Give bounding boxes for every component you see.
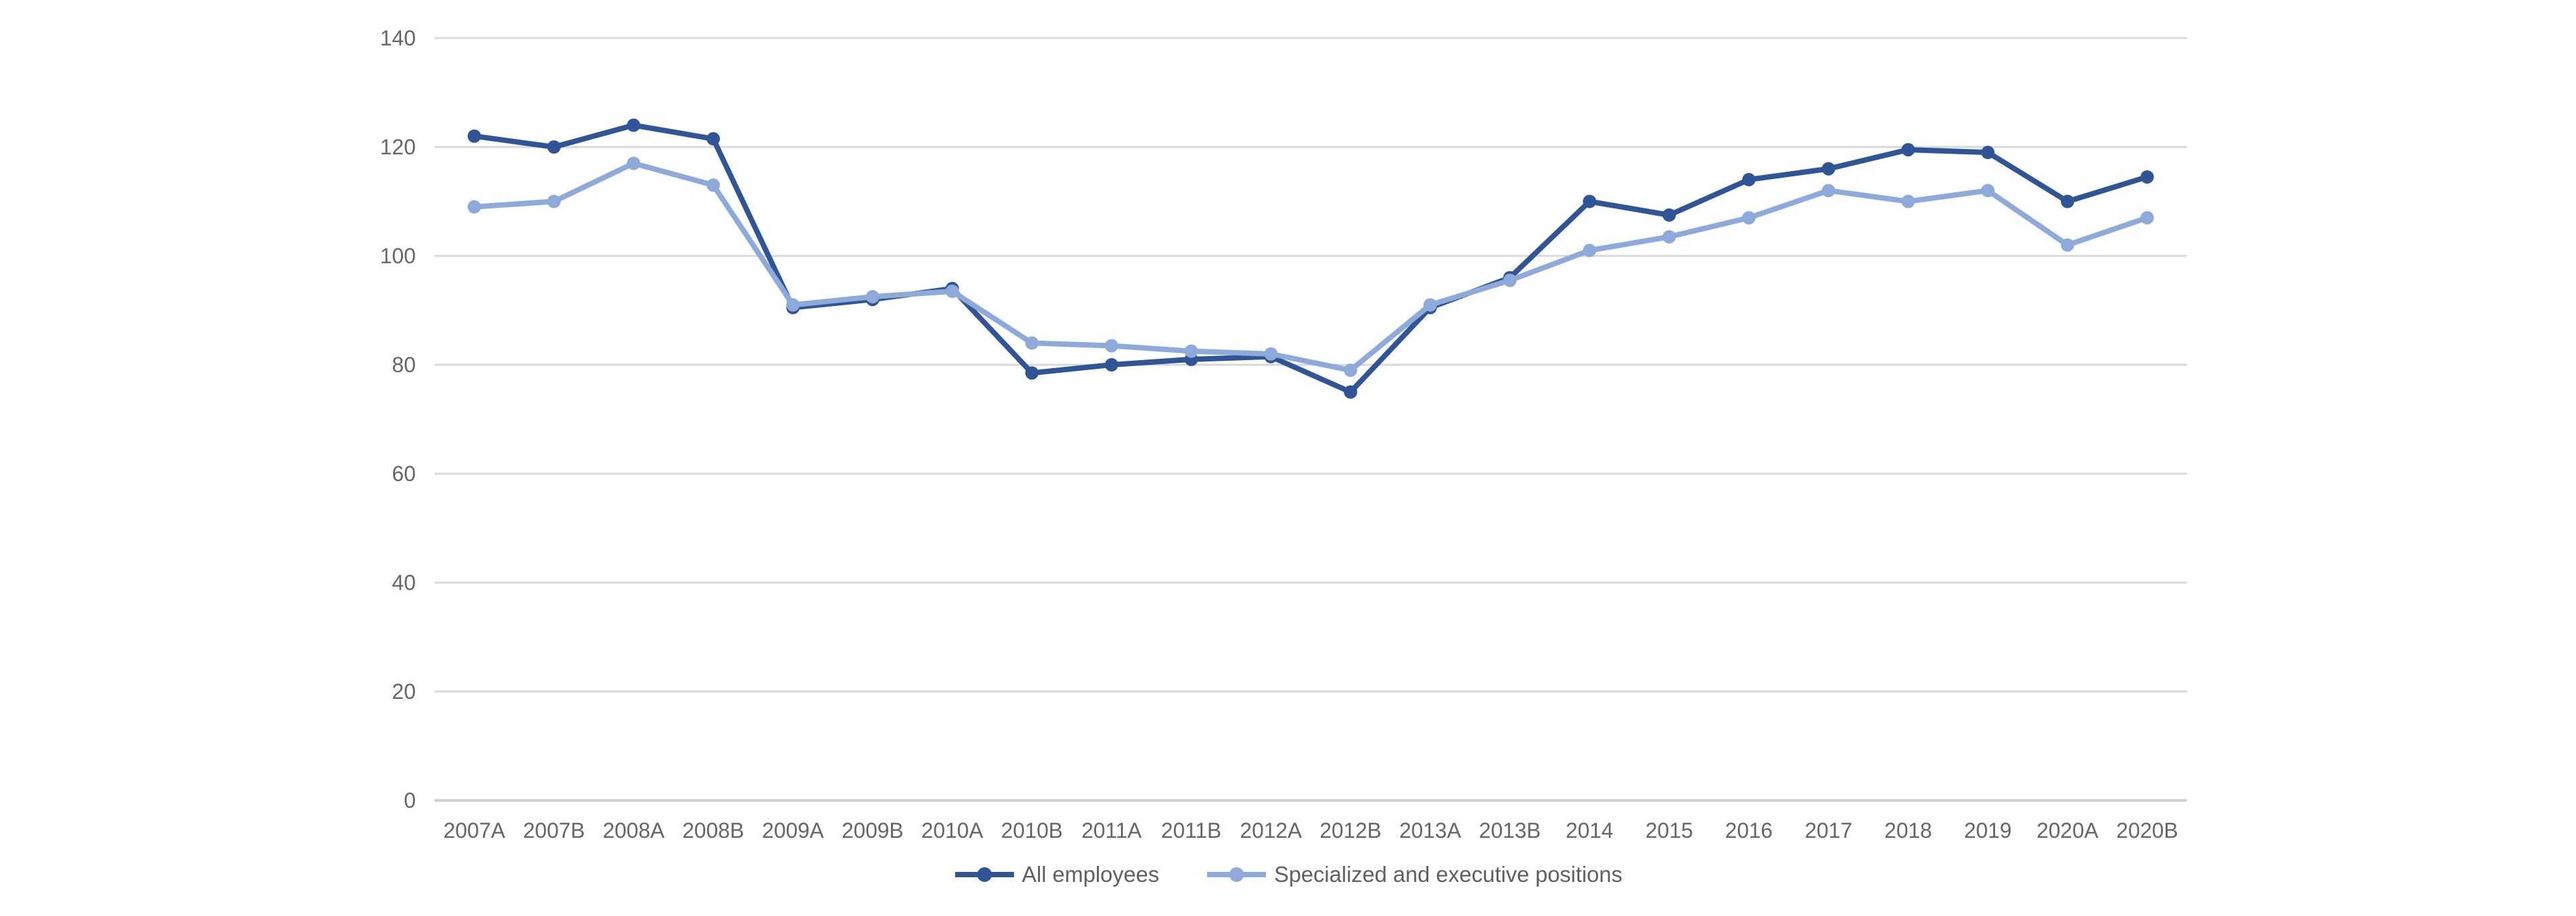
data-point (1981, 146, 1995, 160)
x-axis-tick-label: 2020B (2116, 818, 2178, 843)
y-axis-tick-label: 100 (380, 244, 416, 268)
x-axis-tick-label: 2010B (1001, 818, 1063, 843)
x-axis-tick-label: 2019 (1964, 818, 2011, 843)
data-point (2061, 194, 2075, 208)
x-axis-tick-label: 2012B (1319, 818, 1382, 843)
x-axis-tick-label: 2007B (523, 818, 586, 843)
x-axis-tick-label: 2014 (1566, 818, 1614, 843)
y-axis-tick-label: 20 (392, 679, 416, 704)
data-point (1343, 385, 1358, 399)
x-axis-tick-label: 2009A (762, 818, 824, 843)
series-line (471, 160, 2150, 373)
data-point (467, 129, 481, 143)
data-point (1583, 194, 1597, 208)
legend-item-specialized-positions: Specialized and executive positions (1206, 862, 1622, 887)
data-point (1105, 339, 1119, 353)
data-point (1662, 208, 1676, 222)
data-point (1105, 358, 1119, 371)
data-point (1184, 344, 1198, 358)
data-point (1821, 184, 1835, 198)
data-point (626, 118, 640, 132)
y-axis-tick-label: 60 (392, 462, 416, 486)
x-axis-tick-label: 2007A (443, 818, 505, 843)
data-point (1821, 162, 1835, 176)
y-axis-tick-label: 0 (404, 788, 416, 812)
y-axis-tick-label: 40 (392, 571, 416, 595)
data-point (547, 140, 561, 154)
data-point (706, 132, 721, 146)
y-axis-tick-label: 140 (380, 26, 416, 50)
series-specialized-positions (467, 156, 2154, 377)
data-point (786, 298, 800, 312)
data-point (1264, 347, 1278, 361)
data-point (1503, 273, 1517, 287)
legend-label-specialized-positions: Specialized and executive positions (1274, 862, 1623, 887)
data-point (1981, 184, 1995, 198)
data-point (945, 284, 959, 298)
data-point (547, 194, 561, 208)
legend-dot-sample (1229, 867, 1245, 882)
data-point (467, 200, 481, 214)
data-point (1742, 172, 1756, 186)
x-axis-tick-label: 2013B (1479, 818, 1541, 843)
data-point (1025, 336, 1039, 350)
data-point (1742, 210, 1756, 224)
data-point (1423, 298, 1437, 312)
x-axis-tick-label: 2018 (1884, 818, 1932, 843)
chart-legend: All employees Specialized and executive … (0, 862, 2576, 887)
data-point (1025, 366, 1039, 380)
data-point (866, 290, 880, 304)
x-axis-tick-label: 2011A (1081, 818, 1142, 843)
x-axis-tick-labels: 2007A 2007B 2008A 2008B 2009A 2009B 2010A 2010B… (443, 818, 2178, 843)
legend-label-all-employees: All employees (1021, 862, 1160, 887)
series-all-employees (467, 118, 2154, 399)
data-point (1343, 363, 1358, 377)
y-axis-tick-label: 80 (392, 353, 416, 377)
x-axis-tick-label: 2010A (921, 818, 983, 843)
x-axis-tick-label: 2008A (603, 818, 665, 843)
data-point (1901, 143, 1915, 157)
x-axis-tick-label: 2013A (1400, 818, 1462, 843)
data-point (1901, 194, 1915, 208)
x-axis-tick-label: 2012A (1240, 818, 1302, 843)
data-point (626, 156, 640, 170)
data-point (706, 178, 721, 192)
x-axis-tick-label: 2015 (1646, 818, 1693, 843)
x-axis-tick-label: 2016 (1725, 818, 1773, 843)
x-axis-tick-label: 2020A (2037, 818, 2099, 843)
data-point (2140, 170, 2154, 184)
data-point (1662, 230, 1676, 244)
legend-marker-all-employees (954, 867, 1014, 882)
series-line (471, 122, 2150, 395)
legend-marker-specialized-positions (1207, 867, 1267, 882)
x-axis-tick-label: 2011B (1161, 818, 1221, 843)
x-axis-tick-label: 2008B (682, 818, 745, 843)
data-point (2061, 238, 2075, 252)
legend-item-all-employees: All employees (954, 862, 1159, 887)
data-point (1583, 243, 1597, 257)
data-point (2140, 210, 2154, 224)
x-axis-tick-label: 2017 (1805, 818, 1852, 843)
x-axis-tick-label: 2009B (842, 818, 904, 843)
legend-dot-sample (977, 867, 992, 882)
y-axis-tick-label: 120 (380, 135, 416, 159)
